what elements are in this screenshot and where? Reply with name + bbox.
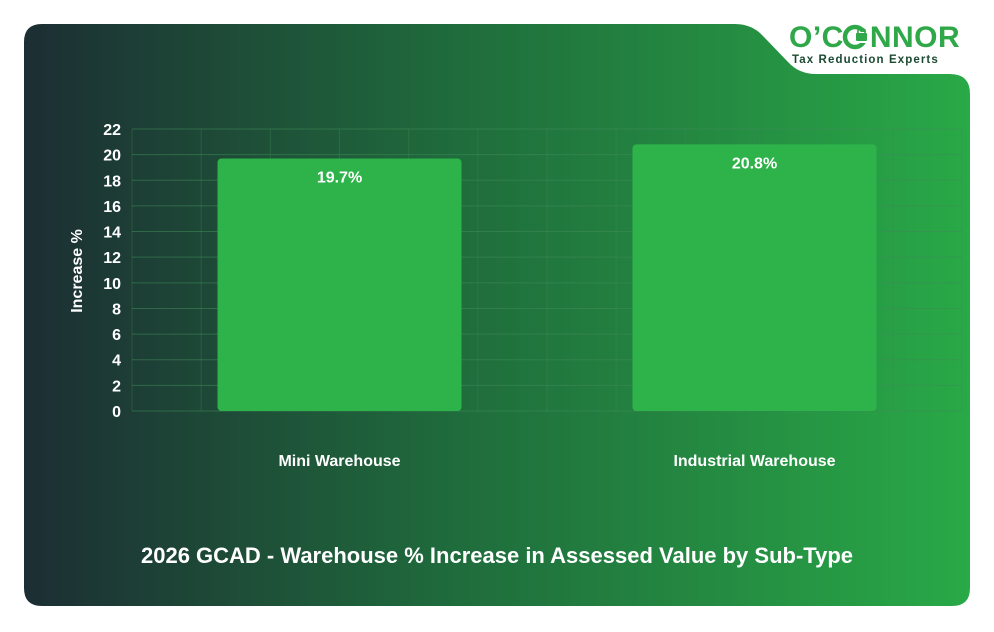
y-tick-label: 2 <box>112 378 121 395</box>
data-label: 19.7% <box>317 169 362 186</box>
y-tick-label: 8 <box>112 301 121 318</box>
y-axis-ticks: 0 2 4 6 8 10 12 14 16 18 20 22 <box>103 122 121 421</box>
y-tick-label: 12 <box>103 250 121 267</box>
bar-mini-warehouse <box>217 158 462 411</box>
y-tick-label: 18 <box>103 173 121 190</box>
brand-name-left: O’C <box>789 21 844 54</box>
chart-title: 2026 GCAD - Warehouse % Increase in Asse… <box>141 543 853 568</box>
data-label: 20.8% <box>732 155 777 172</box>
x-category-label: Industrial Warehouse <box>673 453 835 470</box>
chart-bars <box>217 144 877 411</box>
y-tick-label: 22 <box>103 122 121 139</box>
brand-tagline: Tax Reduction Experts <box>792 54 939 66</box>
brand-name-right: NNOR <box>870 21 960 54</box>
y-tick-label: 16 <box>103 199 121 216</box>
data-labels: 19.7% 20.8% <box>317 155 777 186</box>
bar-industrial-warehouse <box>632 144 877 411</box>
y-tick-label: 6 <box>112 327 121 344</box>
y-tick-label: 20 <box>103 148 121 165</box>
y-tick-label: 14 <box>103 225 121 242</box>
x-axis-categories: Mini Warehouse Industrial Warehouse <box>278 453 835 470</box>
x-category-label: Mini Warehouse <box>278 453 400 470</box>
lock-icon <box>842 24 868 50</box>
y-tick-label: 10 <box>103 276 121 293</box>
brand-logo: O’C NNOR Tax Reduction Experts <box>789 21 960 66</box>
y-axis-label: Increase % <box>69 229 86 313</box>
y-tick-label: 0 <box>112 404 121 421</box>
y-tick-label: 4 <box>112 353 121 370</box>
